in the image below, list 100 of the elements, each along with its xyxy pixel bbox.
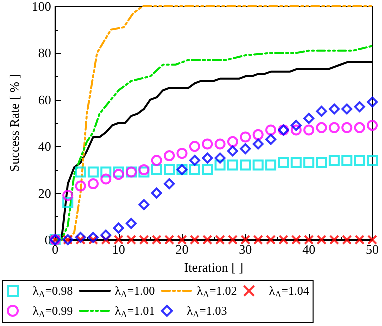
point [164, 235, 175, 245]
point [342, 235, 352, 245]
point [75, 180, 86, 192]
point [151, 164, 162, 176]
point [329, 235, 340, 245]
point [328, 155, 340, 166]
point [202, 164, 214, 176]
point [75, 232, 86, 244]
point [214, 138, 226, 150]
point [113, 169, 124, 180]
x-tick-label: 30 [239, 242, 252, 257]
point [227, 146, 238, 157]
point [152, 235, 162, 245]
x-tick-label: 20 [176, 242, 189, 257]
point [215, 235, 226, 245]
point [100, 166, 112, 178]
point [202, 138, 214, 150]
point [240, 143, 252, 154]
point [88, 232, 99, 244]
point [202, 235, 213, 245]
point [328, 122, 340, 134]
point [354, 155, 366, 166]
point [126, 218, 138, 230]
point [100, 174, 112, 185]
x-tick-label: 40 [302, 242, 316, 257]
point [316, 106, 328, 118]
point [138, 164, 150, 176]
point [367, 155, 378, 166]
point [88, 178, 99, 190]
point [126, 235, 137, 245]
point [342, 104, 353, 115]
point [240, 235, 251, 245]
y-tick-label: 40 [38, 139, 52, 154]
point [252, 138, 264, 150]
point [266, 160, 277, 171]
point [290, 120, 302, 132]
point [139, 235, 150, 245]
point [253, 235, 264, 245]
point [368, 235, 378, 245]
y-tick-label: 60 [38, 92, 52, 108]
point [290, 157, 302, 168]
y-tick-label: 20 [38, 186, 52, 201]
point [354, 101, 366, 112]
point [176, 148, 188, 160]
point [151, 155, 162, 166]
point [75, 166, 86, 178]
point [88, 235, 98, 245]
point [354, 122, 366, 134]
point [227, 136, 238, 148]
x-axis-title: Iteration [ ] [184, 260, 244, 275]
point [190, 235, 200, 245]
point [202, 152, 214, 164]
point [76, 235, 86, 245]
point [164, 178, 176, 190]
point [290, 124, 302, 136]
point [164, 150, 176, 162]
point [214, 160, 226, 171]
point [304, 235, 314, 245]
point [252, 160, 264, 171]
point [227, 160, 238, 171]
point [177, 235, 188, 245]
point [113, 222, 124, 234]
point [88, 166, 99, 178]
point [354, 235, 365, 245]
point [189, 164, 200, 176]
y-axis-title: Success Rate [ % ] [7, 74, 22, 172]
y-tick-label: 80 [38, 46, 52, 61]
point [304, 113, 315, 124]
point [164, 164, 176, 176]
point [342, 122, 353, 134]
y-tick-label: 100 [32, 0, 52, 14]
point [304, 157, 315, 168]
point [278, 157, 290, 168]
point [304, 124, 315, 136]
point [316, 157, 328, 168]
point [114, 235, 124, 245]
point [100, 230, 112, 241]
point [113, 166, 124, 178]
point [62, 197, 74, 208]
point [316, 122, 328, 134]
point [138, 199, 150, 210]
point [367, 96, 378, 108]
point [316, 235, 327, 245]
point [240, 160, 252, 171]
point [214, 152, 226, 164]
point [252, 129, 264, 140]
point [240, 132, 252, 143]
point [151, 188, 162, 199]
point [189, 141, 200, 152]
point [342, 155, 353, 166]
point [266, 134, 277, 146]
point [266, 235, 276, 245]
x-tick-label: 10 [112, 242, 126, 257]
point [328, 104, 340, 115]
point [266, 124, 277, 136]
point [228, 235, 238, 245]
point [278, 235, 289, 245]
x-tick-label: 50 [366, 242, 379, 257]
point [189, 155, 200, 166]
point [367, 120, 378, 132]
